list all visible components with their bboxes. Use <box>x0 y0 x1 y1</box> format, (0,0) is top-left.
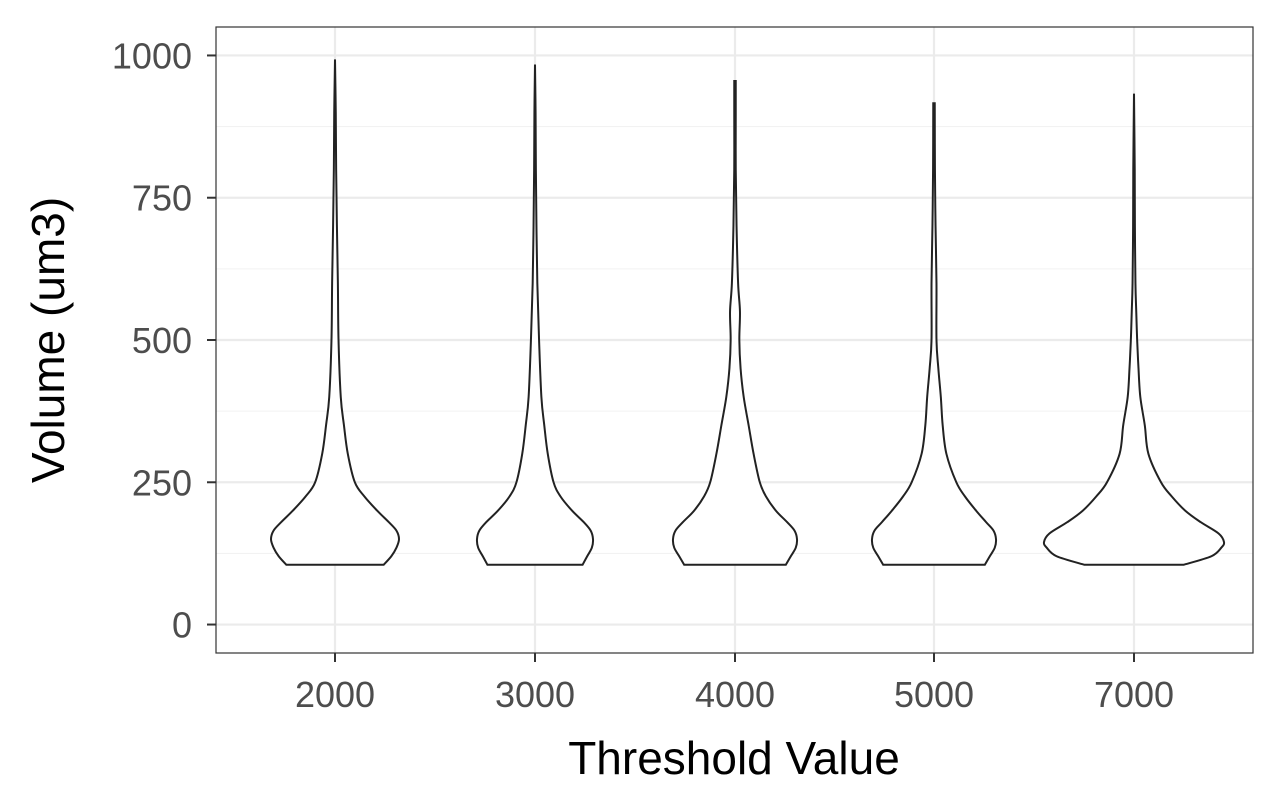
x-tick-label: 5000 <box>894 674 974 715</box>
y-tick-label: 250 <box>132 462 192 503</box>
violin-5000 <box>870 102 998 566</box>
x-tick-label: 7000 <box>1094 674 1174 715</box>
y-tick-label: 750 <box>132 178 192 219</box>
axes: 0 250 500 750 1000 2000 3000 4000 5000 7000 <box>112 35 1174 715</box>
violin-7000 <box>1042 93 1226 566</box>
violins <box>269 59 1226 566</box>
violin-4000 <box>671 80 799 566</box>
x-tick-label: 2000 <box>295 674 375 715</box>
y-tick-label: 0 <box>172 605 192 646</box>
violin-2000 <box>269 59 401 566</box>
y-axis-title: Volume (um3) <box>22 197 74 483</box>
x-tick-label: 4000 <box>695 674 775 715</box>
y-tick-label: 1000 <box>112 35 192 76</box>
y-tick-label: 500 <box>132 320 192 361</box>
x-axis-title: Threshold Value <box>568 732 900 784</box>
x-tick-label: 3000 <box>495 674 575 715</box>
violin-3000 <box>475 64 595 566</box>
